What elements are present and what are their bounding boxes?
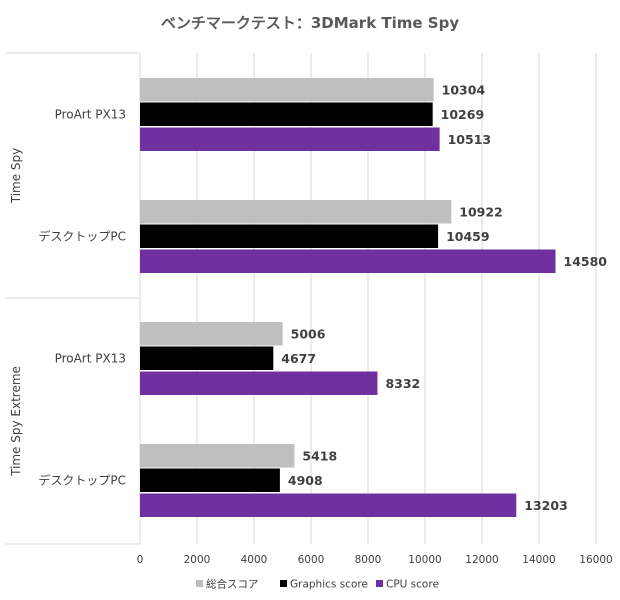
bar xyxy=(140,249,556,273)
bar xyxy=(140,78,434,102)
category-label: デスクトップPC xyxy=(38,473,126,488)
data-label: 10269 xyxy=(441,107,485,122)
x-tick-label: 16000 xyxy=(579,554,612,566)
bar xyxy=(140,493,517,517)
data-label: 5006 xyxy=(291,326,326,341)
data-label: 5418 xyxy=(302,448,337,463)
legend-swatch xyxy=(376,580,383,587)
data-label: 10922 xyxy=(459,204,503,219)
bar xyxy=(140,444,295,468)
category-label: ProArt PX13 xyxy=(55,352,126,366)
x-tick-label: 2000 xyxy=(184,554,211,566)
x-tick-label: 4000 xyxy=(241,554,268,566)
x-tick-label: 6000 xyxy=(298,554,325,566)
bar xyxy=(140,468,280,492)
data-label: 10304 xyxy=(442,82,486,97)
legend-swatch xyxy=(196,580,203,587)
chart-title: ベンチマークテスト：3DMark Time Spy xyxy=(161,14,459,32)
legend-label: 総合スコア xyxy=(206,578,259,591)
data-label: 8332 xyxy=(385,376,420,391)
category-label: ProArt PX13 xyxy=(55,108,126,122)
legend-label: CPU score xyxy=(386,579,439,591)
x-tick-label: 0 xyxy=(137,554,144,566)
data-label: 10513 xyxy=(448,132,492,147)
category-label: デスクトップPC xyxy=(38,229,126,244)
x-tick-label: 14000 xyxy=(522,554,555,566)
data-label: 13203 xyxy=(524,498,568,513)
data-label: 4677 xyxy=(281,351,316,366)
x-tick-label: 10000 xyxy=(408,554,441,566)
bar xyxy=(140,346,274,370)
legend-swatch xyxy=(280,580,287,587)
group-label: Time Spy Extreme xyxy=(9,366,23,477)
x-tick-label: 12000 xyxy=(465,554,498,566)
bar xyxy=(140,200,452,224)
legend-label: Graphics score xyxy=(290,579,368,591)
bar xyxy=(140,102,433,126)
data-label: 4908 xyxy=(288,473,323,488)
x-tick-label: 8000 xyxy=(355,554,382,566)
data-label: 14580 xyxy=(564,254,608,269)
bar xyxy=(140,127,440,151)
bar xyxy=(140,322,283,346)
bar xyxy=(140,371,378,395)
data-label: 10459 xyxy=(446,229,490,244)
group-label: Time Spy xyxy=(9,148,23,205)
bar xyxy=(140,224,439,248)
